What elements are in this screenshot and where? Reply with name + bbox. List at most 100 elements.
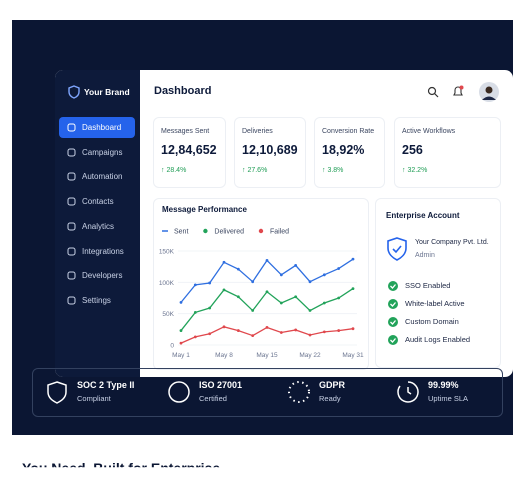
nav-icon-shape	[67, 172, 76, 181]
feature-label: Audit Logs Enabled	[405, 335, 471, 344]
badge-icon	[288, 381, 310, 403]
data-point	[236, 295, 240, 299]
nav-icon-shape	[67, 222, 76, 231]
page-title: Dashboard	[154, 85, 212, 97]
data-point	[251, 334, 255, 337]
badge-sub: Ready	[319, 394, 341, 403]
badge-title: ISO 27001	[199, 380, 243, 390]
nav-icon-shape	[67, 197, 76, 206]
chart-card: Message Performance Sent Delivered Failed 0 5…	[153, 198, 369, 370]
stat-card: Conversion Rate 18,92% ↑ 3.8%	[314, 117, 385, 188]
bell-icon[interactable]	[452, 85, 464, 98]
data-point	[208, 306, 212, 310]
seal	[168, 381, 190, 403]
y-tick-label: 50K	[162, 311, 174, 318]
account-shield	[387, 237, 407, 261]
nav-icon	[67, 271, 76, 280]
nav-icon	[67, 197, 76, 206]
nav-item[interactable]: Developers	[59, 265, 135, 286]
nav-icon-shape	[67, 148, 76, 157]
feature-item: White-label Active	[388, 299, 465, 309]
nav-icon	[67, 222, 76, 231]
data-point	[179, 341, 183, 345]
data-point	[208, 332, 212, 336]
stat-label: Deliveries	[242, 128, 273, 135]
y-tick-label: 100K	[159, 280, 175, 287]
series-line	[180, 258, 354, 303]
feature-item: Custom Domain	[388, 317, 459, 327]
trust-badge: SOC 2 Type II Compliant	[45, 369, 155, 416]
dashboard-window: Your Brand Dashboard Campaigns Automation C…	[55, 70, 513, 377]
account-title: Enterprise Account	[386, 211, 460, 220]
stat-value: 18,92%	[322, 143, 365, 157]
feature-label: Custom Domain	[405, 317, 459, 326]
series-line	[180, 288, 354, 331]
nav-item[interactable]: Settings	[59, 290, 135, 311]
x-tick-label: May 1	[172, 352, 190, 359]
x-tick-label: May 15	[256, 352, 278, 359]
data-point	[193, 335, 197, 339]
data-point	[279, 331, 283, 334]
stat-value: 12,10,689	[242, 143, 298, 157]
stat-label: Messages Sent	[161, 128, 210, 135]
data-point	[337, 267, 341, 270]
data-point	[236, 267, 240, 271]
data-point	[294, 328, 298, 332]
stat-card: Active Workflows 256 ↑ 32.2%	[394, 117, 501, 188]
data-point	[251, 309, 255, 312]
stat-card: Messages Sent 12,84,652 ↑ 28.4%	[153, 117, 226, 188]
badge-sub: Uptime SLA	[428, 394, 469, 403]
nav-item[interactable]: Dashboard	[59, 117, 135, 138]
nav-item[interactable]: Automation	[59, 166, 135, 187]
y-tick-label: 150K	[159, 249, 175, 256]
data-point	[337, 329, 341, 332]
legend-label: Sent	[174, 229, 188, 236]
nav-item[interactable]: Analytics	[59, 216, 135, 237]
data-point	[222, 288, 226, 292]
nav-item[interactable]: Contacts	[59, 191, 135, 212]
check-bg	[388, 299, 398, 309]
feature-label: SSO Enabled	[405, 281, 451, 290]
data-point	[193, 311, 197, 314]
stat-change: ↑ 32.2%	[402, 167, 428, 174]
stat-label: Conversion Rate	[322, 128, 375, 135]
nav-icon-shape	[67, 271, 76, 280]
legend-swatch	[203, 228, 208, 234]
stat-value: 12,84,652	[161, 143, 217, 157]
data-point	[265, 326, 269, 329]
nav-icon-shape	[67, 296, 76, 305]
nav-item[interactable]: Campaigns	[59, 142, 135, 163]
y-tick-label: 0	[170, 343, 174, 350]
check-bg	[388, 281, 398, 291]
nav-icon-shape	[67, 123, 76, 132]
chart-title: Message Performance	[162, 205, 247, 214]
nav-item[interactable]: Integrations	[59, 241, 135, 262]
trust-badge: 99.99% Uptime SLA	[396, 369, 506, 416]
badge-title: GDPR	[319, 380, 346, 390]
stat-change: ↑ 3.8%	[322, 167, 344, 174]
brand-logo	[68, 85, 80, 99]
data-point	[351, 257, 355, 261]
account-card: Enterprise Account Your Company Pvt. Ltd…	[375, 198, 501, 368]
search-icon[interactable]	[427, 86, 439, 98]
legend-label: Failed	[270, 229, 289, 236]
badge-text: SOC 2 Type II Compliant	[77, 380, 134, 403]
stat-change: ↑ 27.6%	[242, 167, 268, 174]
check-icon	[388, 317, 398, 327]
data-point	[294, 295, 298, 299]
stars	[288, 381, 310, 403]
check-icon	[388, 281, 398, 291]
check-bg	[388, 317, 398, 327]
check-tick	[390, 338, 396, 343]
badge-icon	[168, 381, 190, 403]
avatar[interactable]	[479, 82, 499, 102]
sidebar: Your Brand Dashboard Campaigns Automation C…	[55, 70, 140, 377]
trust-badge: ISO 27001 Certified	[167, 369, 277, 416]
data-point	[251, 280, 255, 284]
check-tick	[390, 320, 396, 325]
data-point	[337, 296, 341, 300]
badge-title: 99.99%	[428, 380, 459, 390]
badge-text: GDPR Ready	[319, 380, 345, 403]
check-icon	[388, 335, 398, 345]
